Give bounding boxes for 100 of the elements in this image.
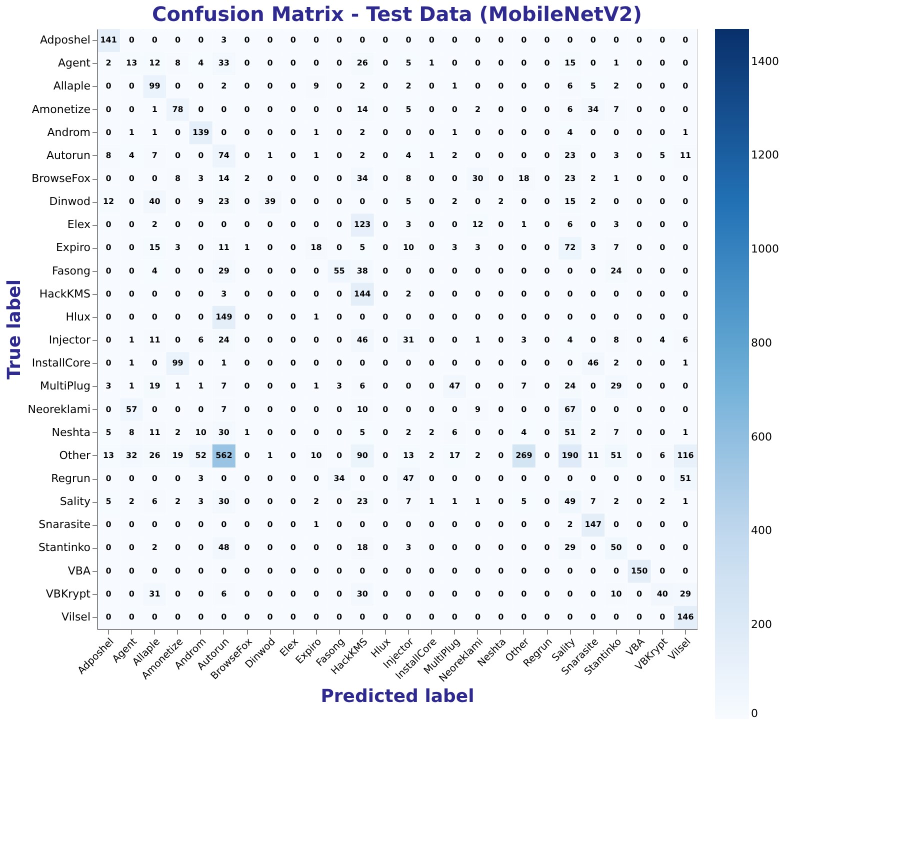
data-label: 0 <box>244 128 250 137</box>
data-label: 0 <box>290 520 296 530</box>
data-label: 0 <box>660 266 666 276</box>
data-label: 0 <box>498 428 504 437</box>
data-label: 0 <box>152 36 158 45</box>
data-label: 7 <box>406 497 412 506</box>
color-bar-label: 600 <box>751 430 772 444</box>
data-label: 2 <box>221 82 227 91</box>
data-label: 0 <box>567 358 574 368</box>
color-bar-label: 800 <box>751 336 772 350</box>
data-label: 0 <box>660 428 666 437</box>
data-label: 0 <box>452 336 458 345</box>
data-label: 0 <box>290 312 296 322</box>
data-label: 34 <box>334 474 346 483</box>
data-label: 2 <box>360 82 366 91</box>
data-label: 1 <box>128 336 135 345</box>
data-label: 0 <box>452 612 458 622</box>
data-label: 2 <box>452 150 458 160</box>
data-label: 190 <box>562 450 579 460</box>
data-label: 4 <box>567 336 574 345</box>
data-label: 10 <box>610 589 622 598</box>
data-label: 144 <box>354 289 372 298</box>
data-label: 0 <box>128 612 135 622</box>
data-label: 0 <box>452 289 458 298</box>
data-label: 0 <box>128 474 135 483</box>
data-label: 0 <box>267 358 274 368</box>
data-label: 0 <box>382 289 389 298</box>
data-label: 0 <box>244 566 250 576</box>
data-label: 2 <box>106 58 112 68</box>
data-label: 0 <box>221 566 228 576</box>
data-label: 0 <box>244 382 250 391</box>
data-label: 0 <box>636 312 643 322</box>
data-label: 0 <box>682 243 689 252</box>
data-label: 0 <box>382 312 389 322</box>
data-label: 0 <box>567 266 574 276</box>
data-label: 0 <box>636 104 643 114</box>
data-label: 0 <box>406 382 412 391</box>
data-label: 1 <box>313 128 320 137</box>
data-label: 0 <box>474 358 481 368</box>
data-label: 0 <box>267 174 274 183</box>
data-label: 0 <box>382 82 389 91</box>
data-label: 0 <box>544 312 550 322</box>
data-label: 0 <box>313 358 320 368</box>
data-label: 0 <box>682 197 689 206</box>
data-label: 0 <box>382 266 389 276</box>
data-label: 0 <box>174 150 181 160</box>
data-label: 0 <box>382 589 389 598</box>
data-label: 0 <box>406 566 412 576</box>
data-label: 149 <box>216 312 233 322</box>
data-label: 13 <box>402 450 414 460</box>
data-label: 0 <box>544 589 550 598</box>
data-label: 0 <box>498 497 504 506</box>
data-label: 0 <box>382 382 389 391</box>
data-label: 0 <box>221 520 228 530</box>
data-label: 31 <box>402 336 415 345</box>
data-label: 6 <box>567 82 574 91</box>
data-label: 0 <box>636 543 643 552</box>
data-label: 0 <box>336 150 343 160</box>
data-label: 8 <box>174 174 181 183</box>
data-label: 0 <box>152 358 158 368</box>
data-label: 0 <box>636 174 643 183</box>
data-label: 0 <box>382 174 389 183</box>
data-label: 0 <box>336 58 343 68</box>
data-label: 0 <box>313 174 320 183</box>
data-label: 0 <box>198 358 204 368</box>
color-bar-label: 1200 <box>751 148 779 162</box>
data-label: 0 <box>544 266 550 276</box>
data-label: 11 <box>218 243 230 252</box>
data-label: 0 <box>336 566 343 576</box>
data-label: 0 <box>174 336 181 345</box>
y-tick-label: Elex <box>67 218 91 232</box>
data-label: 0 <box>244 150 250 160</box>
data-label: 0 <box>452 474 458 483</box>
data-label: 3 <box>198 474 204 483</box>
data-label: 0 <box>336 336 343 345</box>
data-label: 0 <box>682 58 689 68</box>
data-label: 0 <box>290 612 296 622</box>
data-label: 0 <box>198 36 204 45</box>
data-label: 19 <box>149 382 161 391</box>
data-label: 0 <box>267 312 274 322</box>
y-tick-label: VBKrypt <box>46 587 92 600</box>
data-label: 0 <box>474 382 481 391</box>
data-label: 2 <box>406 82 412 91</box>
color-bar-label: 1400 <box>751 54 779 68</box>
data-label: 0 <box>544 128 550 137</box>
data-label: 0 <box>336 82 343 91</box>
y-tick-label: Injector <box>48 334 91 347</box>
data-label: 4 <box>406 150 412 160</box>
data-label: 0 <box>290 404 296 414</box>
data-label: 0 <box>636 428 643 437</box>
data-label: 2 <box>498 197 504 206</box>
data-label: 0 <box>360 312 366 322</box>
data-label: 0 <box>590 266 596 276</box>
data-label: 0 <box>106 404 112 414</box>
data-label: 1 <box>244 428 250 437</box>
data-label: 0 <box>198 82 204 91</box>
data-label: 0 <box>474 566 481 576</box>
y-tick-label: Vilsel <box>62 610 90 624</box>
y-tick-label: Neshta <box>52 426 90 439</box>
data-label: 0 <box>106 566 112 576</box>
